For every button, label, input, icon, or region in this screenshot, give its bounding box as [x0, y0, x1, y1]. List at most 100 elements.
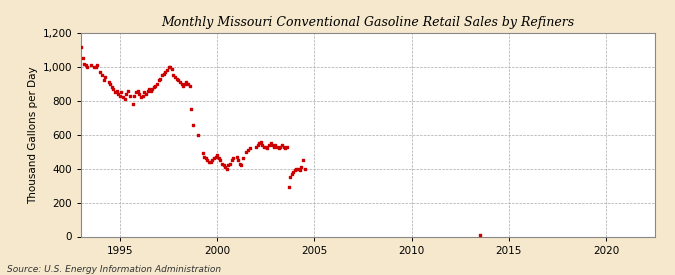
Point: [158, 72, 169, 76]
Point: [264, 143, 275, 147]
Point: [475, 233, 485, 237]
Point: [131, 90, 142, 95]
Point: [241, 150, 252, 154]
Point: [76, 44, 86, 49]
Point: [269, 144, 279, 149]
Point: [140, 92, 151, 96]
Point: [85, 63, 96, 67]
Point: [136, 95, 146, 100]
Point: [277, 143, 288, 147]
Point: [79, 61, 90, 66]
Point: [273, 146, 284, 150]
Point: [270, 143, 281, 147]
Point: [181, 80, 192, 84]
Point: [290, 168, 300, 173]
Point: [92, 63, 103, 67]
Point: [197, 151, 208, 156]
Point: [80, 63, 91, 67]
Point: [167, 67, 178, 71]
Point: [128, 102, 138, 106]
Title: Monthly Missouri Conventional Gasoline Retail Sales by Refiners: Monthly Missouri Conventional Gasoline R…: [161, 16, 574, 29]
Point: [161, 68, 172, 73]
Point: [242, 148, 253, 152]
Point: [163, 65, 174, 69]
Point: [288, 170, 299, 174]
Point: [165, 65, 176, 69]
Point: [212, 153, 223, 157]
Point: [271, 144, 282, 149]
Point: [298, 158, 308, 162]
Point: [171, 76, 182, 81]
Point: [265, 141, 276, 145]
Point: [168, 73, 179, 78]
Point: [160, 70, 171, 74]
Point: [105, 82, 115, 86]
Point: [256, 139, 267, 144]
Point: [234, 161, 245, 166]
Point: [82, 65, 93, 69]
Point: [294, 168, 305, 173]
Point: [180, 82, 190, 86]
Point: [176, 82, 187, 86]
Point: [90, 65, 101, 69]
Point: [254, 141, 265, 145]
Point: [97, 73, 107, 78]
Point: [286, 172, 297, 176]
Point: [267, 143, 277, 147]
Point: [109, 90, 120, 95]
Point: [157, 73, 167, 78]
Point: [218, 163, 229, 167]
Point: [278, 144, 289, 149]
Point: [220, 165, 231, 169]
Point: [178, 83, 188, 88]
Point: [153, 78, 164, 83]
Point: [226, 158, 237, 162]
Point: [148, 85, 159, 89]
Point: [299, 166, 310, 171]
Point: [291, 166, 302, 171]
Point: [232, 155, 242, 159]
Point: [142, 89, 153, 93]
Point: [132, 89, 143, 93]
Y-axis label: Thousand Gallons per Day: Thousand Gallons per Day: [28, 66, 38, 204]
Point: [155, 76, 166, 81]
Point: [145, 89, 156, 93]
Point: [192, 133, 203, 137]
Point: [111, 89, 122, 93]
Point: [182, 82, 193, 86]
Text: Source: U.S. Energy Information Administration: Source: U.S. Energy Information Administ…: [7, 265, 221, 274]
Point: [259, 144, 269, 149]
Point: [134, 92, 144, 96]
Point: [236, 163, 247, 167]
Point: [124, 94, 135, 98]
Point: [188, 122, 198, 127]
Point: [252, 143, 263, 147]
Point: [137, 94, 148, 98]
Point: [103, 80, 114, 84]
Point: [121, 92, 132, 96]
Point: [217, 161, 227, 166]
Point: [283, 185, 294, 189]
Point: [262, 146, 273, 150]
Point: [293, 166, 304, 171]
Point: [285, 175, 296, 179]
Point: [113, 92, 124, 96]
Point: [210, 155, 221, 159]
Point: [147, 87, 158, 91]
Point: [99, 78, 109, 83]
Point: [213, 156, 224, 161]
Point: [118, 95, 129, 100]
Point: [228, 156, 239, 161]
Point: [115, 94, 126, 98]
Point: [150, 83, 161, 88]
Point: [202, 158, 213, 162]
Point: [281, 144, 292, 149]
Point: [129, 94, 140, 98]
Point: [215, 158, 226, 162]
Point: [221, 166, 232, 171]
Point: [244, 146, 255, 150]
Point: [95, 70, 106, 74]
Point: [275, 144, 286, 149]
Point: [108, 87, 119, 91]
Point: [100, 75, 111, 79]
